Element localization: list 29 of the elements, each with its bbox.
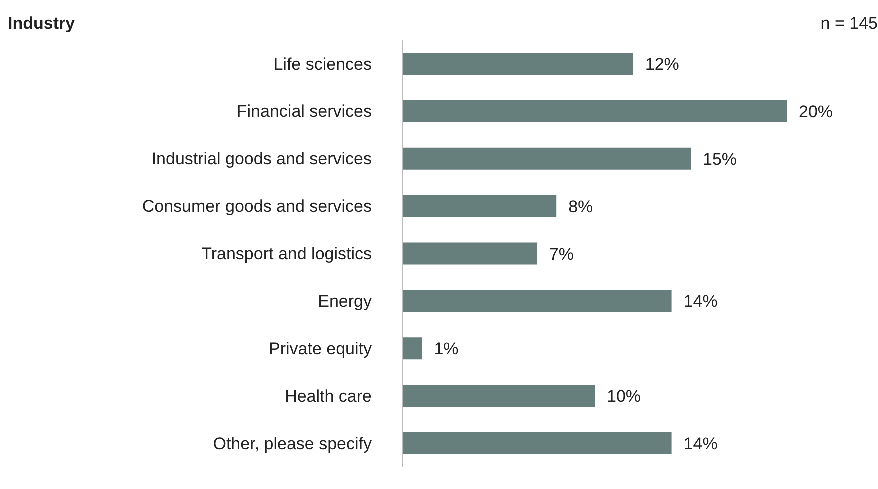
y-tick-label: Financial services (236, 102, 372, 122)
data-label: 20% (799, 102, 834, 122)
data-label: 15% (703, 150, 738, 169)
y-tick-label: Private equity (269, 339, 372, 358)
data-label: 12% (645, 55, 680, 74)
data-label: 14% (684, 434, 718, 454)
bar (403, 432, 672, 455)
data-label: 8% (568, 197, 594, 216)
y-tick-label: Transport and logistics (202, 244, 372, 264)
text: n = 145 (820, 14, 878, 34)
y-tick-label: Consumer goods and services (142, 197, 372, 216)
bar (403, 242, 538, 265)
bar (403, 338, 422, 360)
bar (403, 100, 787, 122)
y-tick-label: Life sciences (274, 54, 372, 74)
data-label: 14% (684, 292, 718, 312)
bar (403, 53, 634, 75)
text: Industry (8, 14, 76, 34)
data-label: 7% (549, 244, 574, 264)
y-tick-label: Industrial goods and services (152, 150, 372, 169)
y-tick-label: Other, please specify (213, 434, 372, 454)
bar (403, 148, 691, 170)
bar (403, 385, 595, 408)
y-tick-label: Health care (285, 386, 372, 406)
bar (403, 195, 557, 218)
y-tick-label: Energy (318, 292, 372, 311)
data-label: 10% (607, 387, 642, 406)
data-label: 1% (434, 340, 459, 359)
bar (403, 290, 672, 312)
